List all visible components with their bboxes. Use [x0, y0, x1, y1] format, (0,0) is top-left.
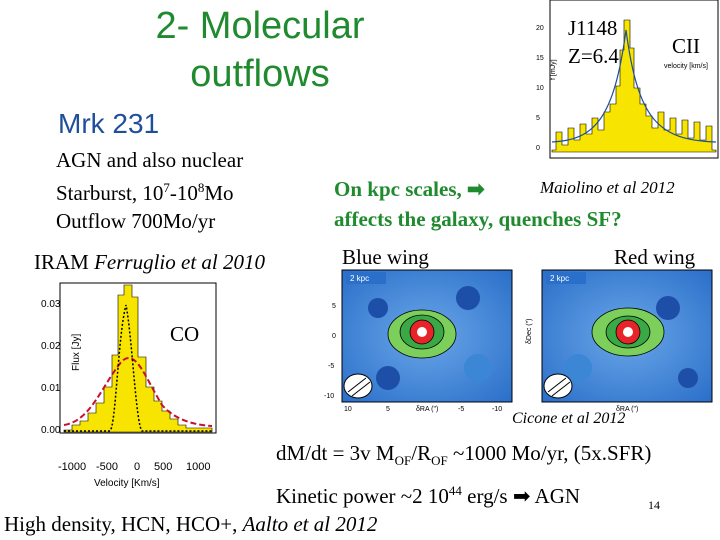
cii-ytick: 5 — [536, 115, 540, 122]
map-scale-label: 2 kpc — [350, 274, 369, 283]
co-xtick: 500 — [154, 461, 172, 473]
co-xtick: 0 — [134, 461, 140, 473]
agn-text: AGN and also nuclear Starburst, 107-108M… — [56, 146, 243, 235]
cii-xlabel: velocity [km/s] — [664, 63, 708, 70]
co-ylabel: Flux [Jy] — [71, 334, 82, 371]
map-xtick: 5 — [386, 406, 390, 413]
co-label: CO — [170, 322, 200, 346]
co-ytick: 0.02 — [41, 341, 61, 352]
title-line-1: 2- Molecular — [155, 5, 365, 47]
j1148-label: J1148 Z=6.4 — [568, 16, 619, 68]
cii-fit — [551, 29, 717, 143]
cii-ytick: 15 — [536, 55, 544, 62]
iram-credit: IRAM Ferruglio et al 2010 — [34, 250, 265, 274]
co-xtick: -500 — [96, 461, 118, 473]
co-ytick: 0.03 — [41, 299, 61, 310]
co-broad-fit — [63, 357, 213, 427]
cii-spectrum-plot: 20 15 10 5 0 f [mJy] velocity [km/s] — [536, 0, 719, 159]
kinetic-power-line: Kinetic power ~2 1044 erg/s ➡ AGN — [276, 483, 581, 509]
co-xtick: -1000 — [58, 461, 86, 473]
co-spectrum-plot: Flux [Jy] 0.03 0.02 0.01 0.00 -1000 -500… — [41, 282, 217, 489]
maiolino-credit: Maiolino et al 2012 — [540, 178, 675, 197]
cii-spectrum-fill — [551, 19, 717, 153]
agn-line-3: Outflow 700Mo/yr — [56, 209, 216, 233]
blue-wing-label: Blue wing — [342, 245, 429, 269]
arrow-right-icon: ➡ — [512, 484, 531, 509]
map-xtick: -5 — [458, 406, 464, 413]
agn-line-1: AGN and also nuclear — [56, 148, 244, 172]
blue-wing-map: 2 kpc 5 0 -5 -10 10 5 δRA (") -5 -10 — [324, 269, 513, 413]
cii-ytick: 10 — [536, 85, 544, 92]
red-wing-label: Red wing — [614, 245, 696, 269]
map-xtick: -10 — [492, 406, 502, 413]
cii-ylabel: f [mJy] — [550, 59, 557, 80]
title-line-2: outflows — [190, 53, 330, 95]
map-xlabel: δRA (") — [416, 406, 438, 413]
mass-outflow-text: dM/dt = 3v MOF/ROF ~1000 Mo/yr, (5x.SFR)… — [276, 438, 651, 511]
cii-ytick: 0 — [536, 145, 540, 152]
red-wing-map: 2 kpc δDec (") δRA (") — [526, 269, 713, 413]
co-xtick: 1000 — [186, 461, 210, 473]
map-ylabel: δDec (") — [526, 319, 533, 344]
map-xlabel: δRA (") — [616, 406, 638, 413]
co-ytick: 0.01 — [41, 383, 61, 394]
page-number: 14 — [648, 498, 660, 512]
co-ytick: 0.00 — [41, 425, 61, 436]
agn-line-2: Starburst, 107-108Mo — [56, 180, 234, 205]
co-narrow-fit — [64, 304, 212, 432]
map-ytick: 0 — [332, 333, 336, 340]
cii-ytick: 20 — [536, 25, 544, 32]
kpc-scales-text: On kpc scales, ➡ affects the galaxy, que… — [334, 177, 622, 231]
map-ytick: 5 — [332, 303, 336, 310]
dmdt-line: dM/dt = 3v MOF/ROF ~1000 Mo/yr, (5x.SFR) — [276, 441, 652, 469]
co-xlabel: Velocity [Km/s] — [94, 478, 160, 489]
map-ytick: -10 — [324, 393, 334, 400]
map-scale-label: 2 kpc — [550, 274, 569, 283]
map-xtick: 10 — [344, 406, 352, 413]
mrk231-label: Mrk 231 — [58, 108, 160, 139]
co-spectrum-fill — [63, 284, 213, 433]
cicone-credit: Cicone et al 2012 — [512, 410, 626, 427]
high-density-text: High density, HCN, HCO+, Aalto et al 201… — [4, 512, 378, 536]
map-ytick: -5 — [328, 363, 334, 370]
slide-title: 2- Molecular outflows — [100, 2, 420, 98]
cii-label: CII — [672, 34, 700, 58]
arrow-right-icon: ➡ — [467, 177, 485, 201]
